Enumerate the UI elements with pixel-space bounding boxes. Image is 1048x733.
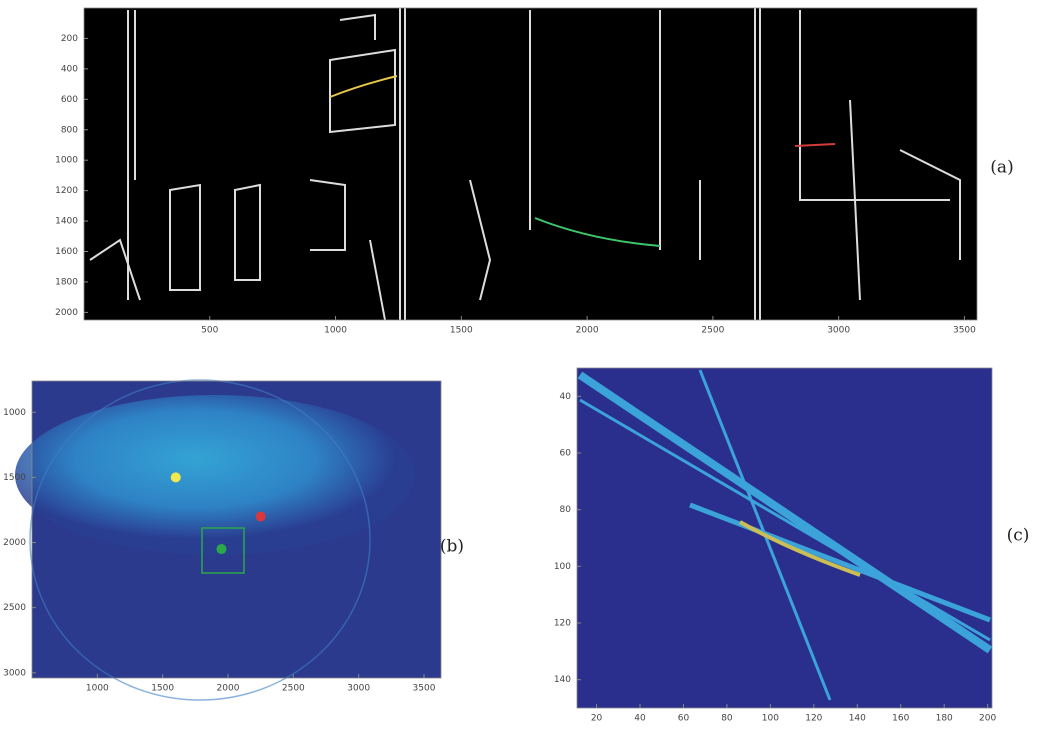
- marker: [171, 472, 181, 482]
- figure: 200 400 600 800 1000 1200 1400 1600 1800 2000 500 1…: [0, 0, 1048, 729]
- x-tick-label: 3000: [347, 684, 370, 694]
- x-tick-label: 140: [849, 714, 866, 724]
- x-tick-label: 40: [634, 714, 646, 724]
- y-tick-label: 1000: [55, 156, 78, 166]
- panel-label: (c): [1007, 526, 1030, 546]
- x-tick-label: 20: [591, 714, 603, 724]
- y-tick-label: 1600: [55, 247, 78, 257]
- y-tick-label: 600: [61, 95, 78, 105]
- y-tick-label: 200: [61, 34, 78, 44]
- y-tick-label: 40: [560, 392, 572, 402]
- x-tick-label: 200: [979, 714, 996, 724]
- x-tick-label: 2000: [576, 326, 599, 336]
- y-tick-label: 3000: [3, 668, 26, 678]
- x-tick-label: 2000: [217, 684, 240, 694]
- x-tick-label: 160: [892, 714, 909, 724]
- x-tick-label: 180: [936, 714, 953, 724]
- y-tick-label: 1800: [55, 277, 78, 287]
- x-tick-label: 3500: [413, 684, 436, 694]
- x-tick-label: 1500: [450, 326, 473, 336]
- y-tick-label: 2500: [3, 603, 26, 613]
- x-tick-label: 3000: [827, 326, 850, 336]
- x-tick-label: 1000: [86, 684, 109, 694]
- x-tick-label: 1000: [324, 326, 347, 336]
- y-tick-label: 1400: [55, 217, 78, 227]
- accumulator-image: [15, 380, 441, 700]
- y-tick-label: 800: [61, 125, 78, 135]
- y-tick-label: 120: [554, 619, 571, 629]
- x-tick-label: 60: [678, 714, 690, 724]
- y-tick-label: 400: [61, 64, 78, 74]
- marker: [216, 544, 226, 554]
- x-tick-label: 1500: [151, 684, 174, 694]
- y-tick-label: 2000: [3, 538, 26, 548]
- x-tick-label: 80: [721, 714, 733, 724]
- y-tick-label: 2000: [55, 308, 78, 318]
- y-tick-label: 1000: [3, 408, 26, 418]
- x-tick-label: 120: [805, 714, 822, 724]
- edge-image: [84, 8, 977, 320]
- y-tick-label: 1500: [3, 473, 26, 483]
- panel-label: (a): [990, 158, 1013, 178]
- y-tick-label: 80: [560, 505, 572, 515]
- y-tick-label: 140: [554, 675, 571, 685]
- y-tick-label: 100: [554, 562, 571, 572]
- x-tick-label: 2500: [282, 684, 305, 694]
- x-tick-label: 100: [762, 714, 779, 724]
- y-tick-label: 1200: [55, 186, 78, 196]
- hough-image: [577, 368, 992, 708]
- panel-label: (b): [440, 537, 464, 557]
- y-tick-label: 60: [560, 449, 572, 459]
- x-tick-label: 3500: [953, 326, 976, 336]
- x-tick-label: 2500: [701, 326, 724, 336]
- marker: [256, 511, 266, 521]
- x-tick-label: 500: [201, 326, 218, 336]
